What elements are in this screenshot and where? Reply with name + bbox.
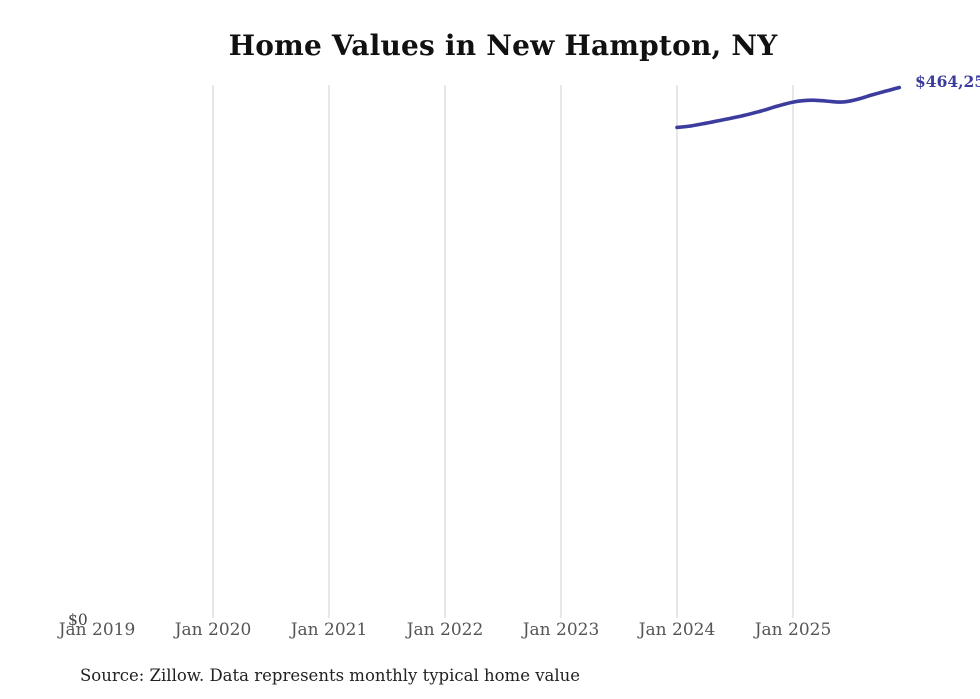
home-value-series-line: [675, 85, 902, 130]
x-tick-label: Jan 2023: [522, 620, 600, 640]
series-end-value-label: $464,253: [915, 72, 980, 91]
y-axis-zero-label: $0: [68, 611, 88, 629]
x-tick-label: Jan 2025: [754, 620, 832, 640]
x-tick-label: Jan 2024: [638, 620, 716, 640]
x-tick-label: Jan 2021: [290, 620, 368, 640]
x-tick-label: Jan 2019: [58, 620, 136, 640]
x-tick-label: Jan 2020: [174, 620, 252, 640]
source-note: Source: Zillow. Data represents monthly …: [80, 666, 581, 685]
chart-title: Home Values in New Hampton, NY: [228, 29, 778, 62]
x-tick-label: Jan 2022: [406, 620, 484, 640]
